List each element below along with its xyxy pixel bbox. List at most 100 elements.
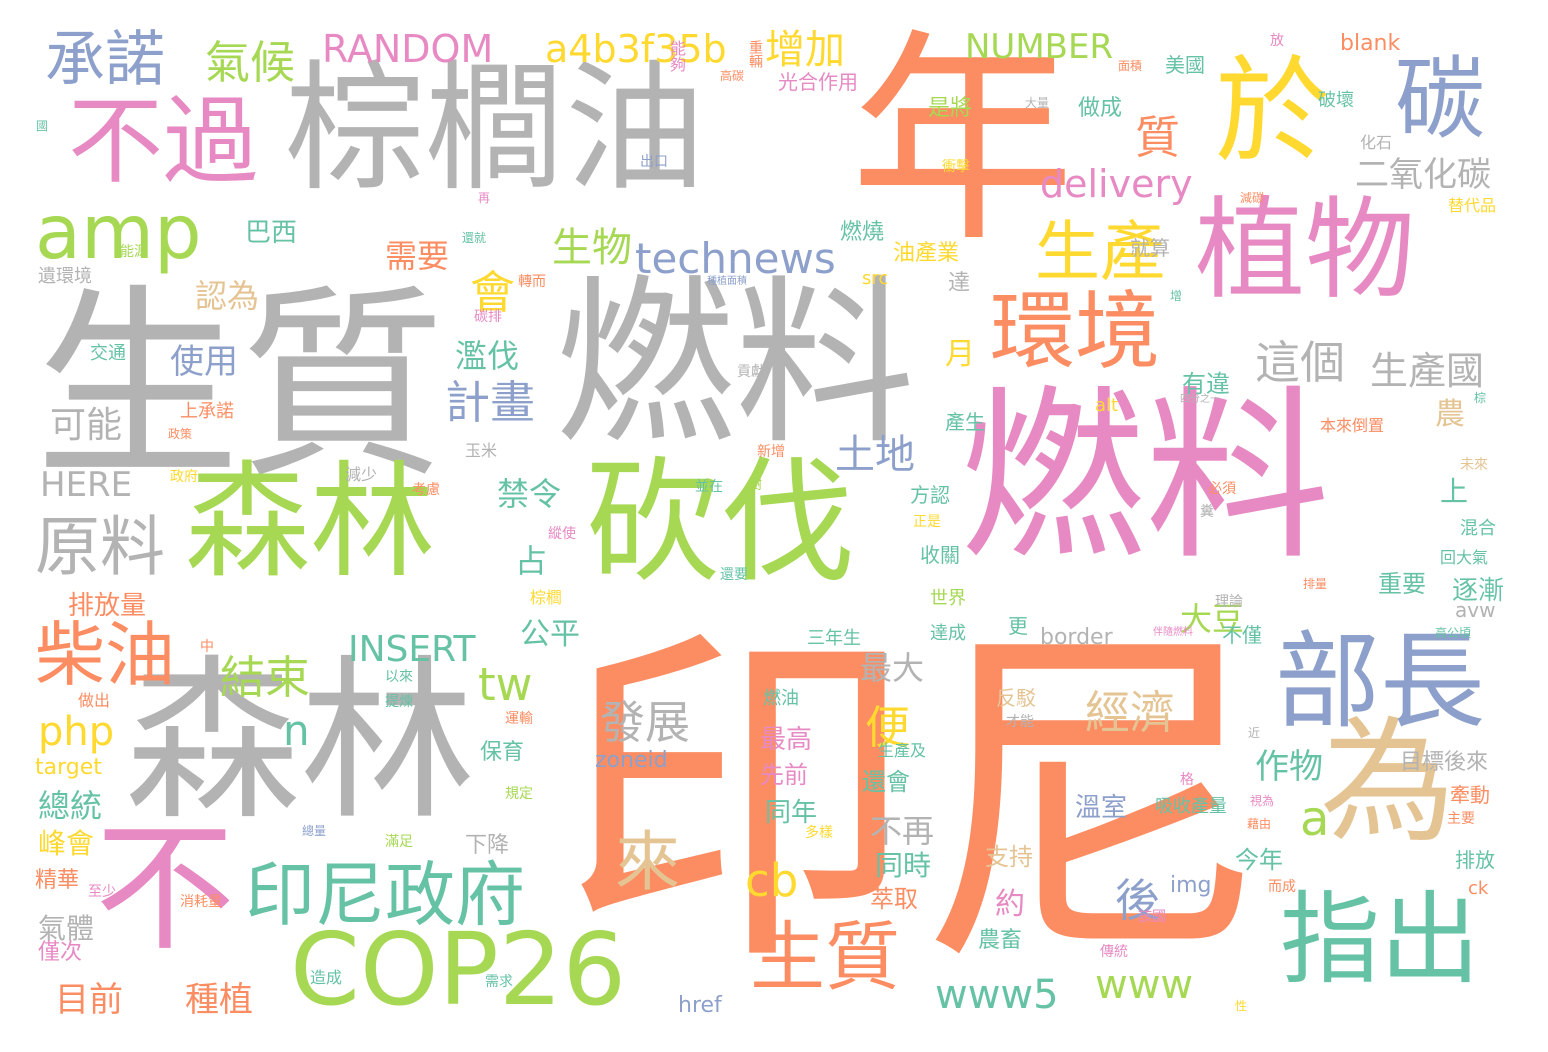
word: 排量 xyxy=(1303,577,1328,591)
word: technews xyxy=(635,234,836,283)
word: 回大氣 xyxy=(1440,548,1489,567)
word: 遺環境 xyxy=(38,266,92,287)
word: 規定 xyxy=(505,786,533,802)
word: 產生 xyxy=(945,410,985,434)
word: 不再 xyxy=(870,812,935,850)
word: 森林 xyxy=(125,641,475,844)
word: 減少 xyxy=(345,465,378,484)
word: 便 xyxy=(865,701,911,754)
word: 消耗量 xyxy=(180,894,222,910)
word: 能源 xyxy=(120,244,148,260)
word: 為 xyxy=(1320,704,1455,861)
word: n xyxy=(283,706,310,755)
word: 有違 xyxy=(1182,370,1230,398)
word: 並在 xyxy=(695,479,723,495)
word: a4b3f35b xyxy=(545,27,727,71)
word: 農 xyxy=(1435,397,1465,432)
word: 多樣 xyxy=(805,825,833,841)
word: 燃燒 xyxy=(840,220,885,245)
word: 提煉 xyxy=(385,694,413,710)
word: target xyxy=(35,755,102,780)
word: 排放量 xyxy=(68,591,147,621)
word: 森林 xyxy=(185,450,435,595)
word: 種植 xyxy=(185,980,253,1020)
word: 還會 xyxy=(862,768,910,796)
word: 碳 xyxy=(1395,47,1485,152)
word: 運輸 xyxy=(505,711,533,727)
word: 是將 xyxy=(928,96,973,121)
word: img xyxy=(1170,873,1212,898)
word: 滿足 xyxy=(385,834,413,850)
word: 不過 xyxy=(68,87,259,197)
word: 占 xyxy=(515,542,548,580)
word: 二氧化碳 xyxy=(1355,155,1491,195)
word: 月 xyxy=(945,337,975,372)
word: 生產及 xyxy=(878,741,927,760)
word: 至少 xyxy=(88,884,116,900)
word: 美國 xyxy=(1165,53,1205,77)
word: 燃料 xyxy=(555,260,916,469)
word: 上 xyxy=(1440,475,1469,508)
word: 農畜 xyxy=(978,928,1023,953)
word: 下降 xyxy=(465,833,510,858)
word: 牽動 xyxy=(1450,783,1490,807)
word: 環境 xyxy=(990,283,1161,382)
word: 需要 xyxy=(385,237,450,275)
word: 世界 xyxy=(930,588,966,609)
word: 大量 xyxy=(1025,96,1050,110)
word: 燃油 xyxy=(763,688,799,709)
word: 同年 xyxy=(765,798,818,828)
word: 增加 xyxy=(765,27,845,73)
word: 出口 xyxy=(640,154,668,170)
word: 反駁 xyxy=(996,686,1036,710)
word: 近 xyxy=(1248,726,1261,740)
word: 氣候 xyxy=(205,36,296,89)
word: 燃料 xyxy=(960,369,1330,585)
word: 原料 xyxy=(35,510,166,585)
word: 棕櫚油 xyxy=(285,48,706,211)
word: 萃取 xyxy=(870,885,918,913)
word: NUMBER xyxy=(965,27,1114,67)
word: 種植面積 xyxy=(707,276,747,287)
word: 印尼政府 xyxy=(245,854,525,936)
word: 才能 xyxy=(1006,714,1034,730)
word: 必須 xyxy=(1208,481,1236,497)
word: 峰會 xyxy=(38,827,95,860)
word: 土地 xyxy=(835,432,915,478)
word: 使用 xyxy=(170,342,238,382)
word: 精華 xyxy=(35,868,80,893)
word: 樹 xyxy=(748,477,762,493)
word: 承諾 xyxy=(45,25,165,95)
word: 達成 xyxy=(930,623,966,644)
word: 中 xyxy=(200,639,214,655)
word: 禁令 xyxy=(497,475,562,513)
word: 可能 xyxy=(50,405,123,446)
word: 政府 xyxy=(170,469,198,485)
word: 先前 xyxy=(760,761,808,789)
word: INSERT xyxy=(348,629,476,670)
word: 面積 xyxy=(1118,59,1143,73)
word: 該國 xyxy=(1138,909,1166,925)
word: 重要 xyxy=(1378,570,1426,598)
word: 部長 xyxy=(1275,621,1486,743)
word: 目前 xyxy=(55,980,123,1020)
word: 國 xyxy=(36,119,49,133)
word: amp xyxy=(35,188,202,276)
word: 溫室 xyxy=(1075,793,1128,823)
word: 棕 xyxy=(1474,391,1487,405)
word: 重輛 xyxy=(747,40,763,68)
word: 還就 xyxy=(462,231,487,245)
word: 玉米 xyxy=(465,441,498,460)
word: 認為 xyxy=(195,277,260,315)
word: 而成 xyxy=(1268,879,1296,895)
word: a xyxy=(1300,791,1330,847)
word: 達 xyxy=(948,271,971,296)
word: 濫伐 xyxy=(455,337,520,375)
word: 油產業 xyxy=(893,241,960,266)
word: COP26 xyxy=(290,911,627,1028)
word: 不僅 xyxy=(1222,623,1262,647)
word: 方認 xyxy=(910,483,950,507)
word: ck xyxy=(1468,878,1489,899)
word: src xyxy=(862,268,889,289)
